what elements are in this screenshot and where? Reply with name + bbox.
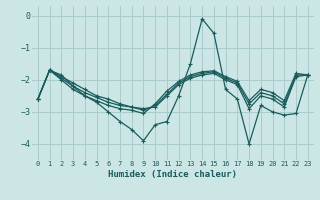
X-axis label: Humidex (Indice chaleur): Humidex (Indice chaleur) (108, 170, 237, 179)
